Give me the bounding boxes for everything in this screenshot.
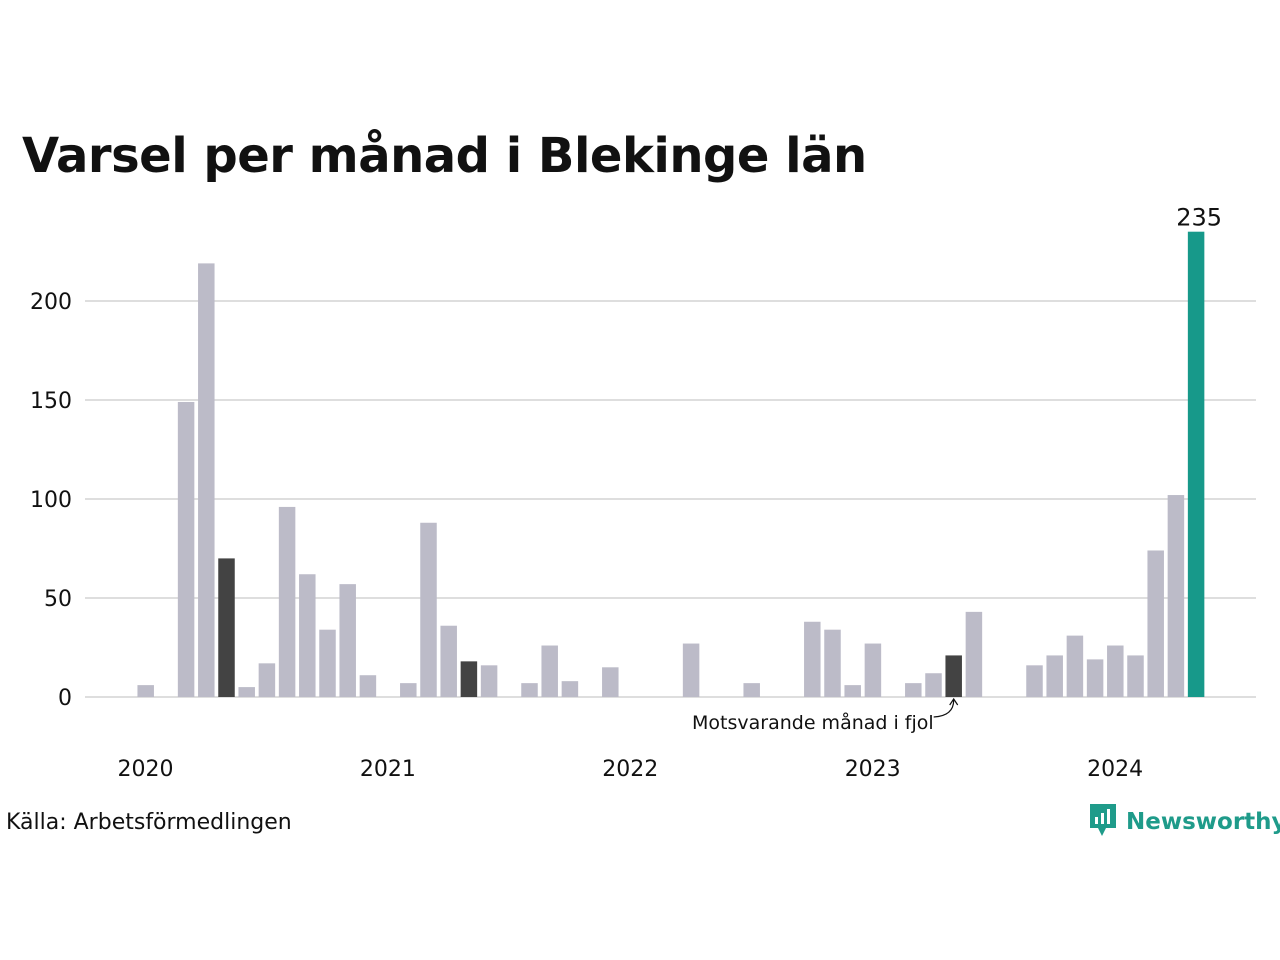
bar [299,574,316,697]
bar [400,683,417,697]
annotation-arrowhead [949,697,959,706]
annotation: Motsvarande månad i fjol [692,697,959,734]
y-tick-label: 100 [30,488,72,513]
bar [480,665,498,697]
bar [1026,665,1043,697]
bar [682,643,700,697]
bar [177,401,195,697]
bar [1066,635,1084,697]
source-note: Källa: Arbetsförmedlingen [6,810,292,835]
bar [218,558,235,697]
bar [561,681,579,697]
x-tick-label: 2023 [845,757,901,782]
newsworthy-logo-icon [1088,802,1118,842]
bar [1167,495,1185,697]
bar [460,661,478,697]
bar [319,629,336,697]
x-tick-label: 2020 [118,757,174,782]
annotation-arrow [933,699,955,718]
x-tick-label: 2024 [1087,757,1143,782]
bar [359,675,377,697]
bar [1147,550,1164,697]
y-tick-label: 50 [44,587,72,612]
bar [905,683,922,697]
bar [804,621,821,697]
bar [521,683,538,697]
bar [339,584,356,697]
bar [541,645,558,697]
bar [137,685,154,697]
axis-labels: 0 50 100 150 200 235 2020 2021 2022 2023 2024 [30,204,1222,782]
bars [137,231,1205,697]
annotation-text: Motsvarande månad i fjol [692,711,934,734]
x-tick-label: 2021 [360,757,416,782]
bar [965,611,983,697]
bar [1046,655,1063,697]
bar [198,263,215,697]
bar [420,522,437,697]
bar [1107,645,1124,697]
bar [440,625,457,697]
brand-name: Newsworthy [1126,809,1280,835]
bar [258,663,276,697]
x-tick-label: 2022 [602,757,658,782]
bar [844,685,861,697]
y-tick-label: 150 [30,389,72,414]
chart-title: Varsel per månad i Blekinge län [22,128,867,184]
bar [945,655,962,697]
bar [925,673,942,697]
bar [1086,659,1104,697]
bar [238,687,255,697]
current-value-label: 235 [1176,204,1222,232]
brand-logo[interactable]: Newsworthy [1088,802,1280,842]
bar [864,643,882,697]
bar-chart: 0 50 100 150 200 235 2020 2021 2022 2023 2024 Mots… [30,204,1256,782]
bar [1127,655,1144,697]
bar [743,683,760,697]
y-tick-label: 200 [30,290,72,315]
bar [278,506,296,697]
bar [1187,231,1205,697]
bar [824,629,841,697]
bar [602,667,619,697]
y-tick-label: 0 [58,686,72,711]
